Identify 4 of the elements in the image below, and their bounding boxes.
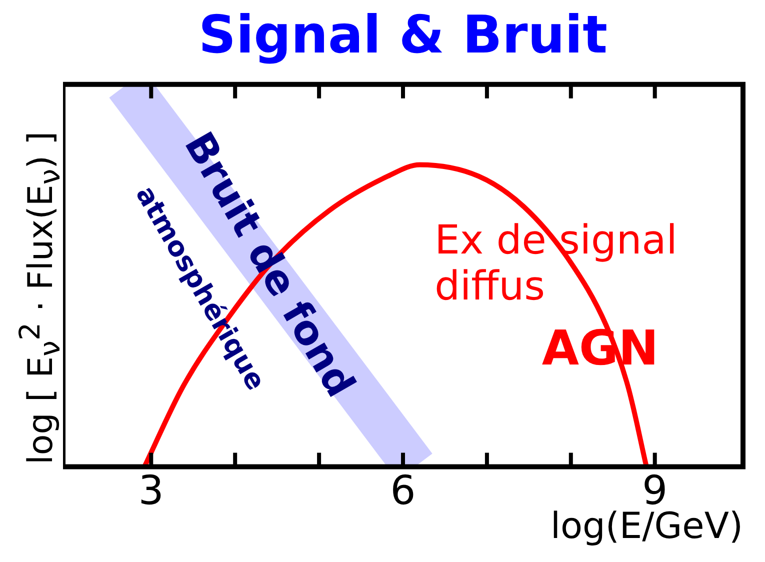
annotation: Ex de signal diffus [434, 217, 678, 310]
chart-title: Signal & Bruit [198, 6, 608, 66]
x-tick-label: 3 [138, 468, 164, 514]
x-tick-label: 6 [390, 468, 416, 514]
